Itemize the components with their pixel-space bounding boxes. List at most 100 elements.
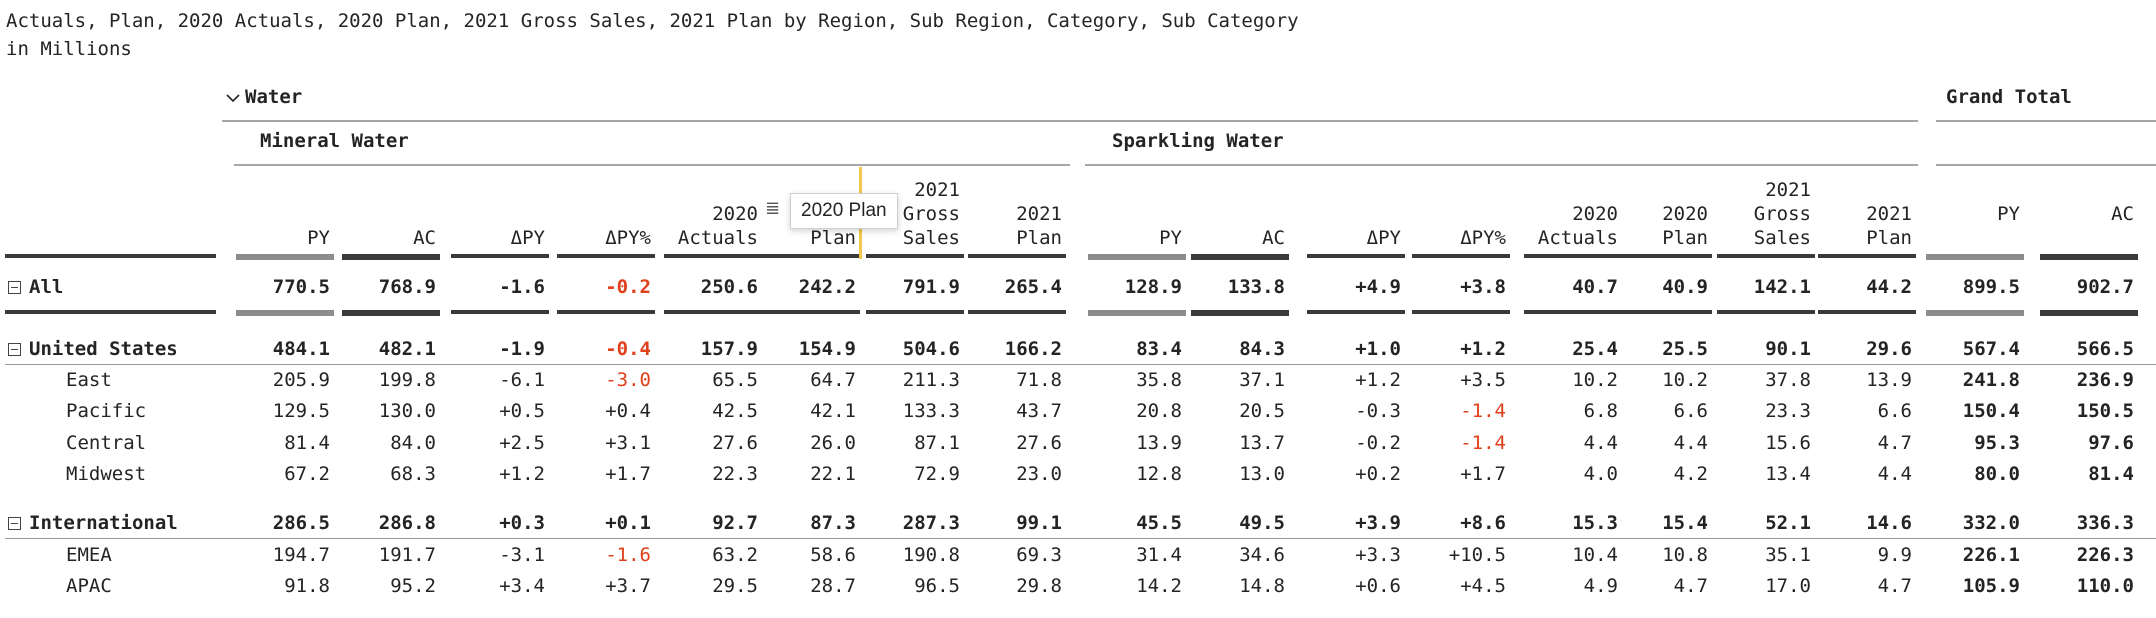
row-label-text: Central: [66, 432, 147, 454]
column-header-sw-2021-plan[interactable]: 2021 Plan: [1866, 203, 1912, 249]
mw-col-1-bar-header: [342, 254, 440, 260]
category-divider: [1085, 164, 1918, 166]
column-header-mw-δpy%[interactable]: ΔPY%: [605, 227, 651, 249]
column-header-sw-2020-plan[interactable]: 2020 Plan: [1662, 203, 1708, 249]
table-cell: 4.7: [1673, 575, 1708, 597]
table-cell: 69.3: [1016, 544, 1062, 566]
table-cell: 150.4: [1962, 400, 2020, 422]
table-cell: 63.2: [712, 544, 758, 566]
table-cell: 12.8: [1136, 463, 1182, 485]
column-header-mw-2021-plan[interactable]: 2021 Plan: [1016, 203, 1062, 249]
table-cell: 87.1: [914, 432, 960, 454]
column-header-mw-δpy[interactable]: ΔPY: [510, 227, 545, 249]
table-cell: 504.6: [902, 338, 960, 360]
column-header-gt-py[interactable]: PY: [1997, 203, 2020, 225]
category-header-mineral-water: Mineral Water: [260, 130, 409, 152]
table-cell: +1.2: [1355, 369, 1401, 391]
mw-col-4-bar-all: [664, 310, 762, 314]
collapse-icon[interactable]: [8, 281, 21, 294]
table-cell: 31.4: [1136, 544, 1182, 566]
row-label: International: [8, 512, 178, 534]
table-cell: 6.8: [1583, 400, 1618, 422]
column-header-gt-ac[interactable]: AC: [2111, 203, 2134, 225]
table-cell: 44.2: [1866, 276, 1912, 298]
table-cell: 84.3: [1239, 338, 1285, 360]
column-header-sw-2020-actuals[interactable]: 2020 Actuals: [1537, 203, 1618, 249]
column-header-mw-py[interactable]: PY: [307, 227, 330, 249]
column-header-sw-py[interactable]: PY: [1159, 227, 1182, 249]
column-header-mw-2020-actuals[interactable]: 2020 Actuals: [677, 203, 758, 249]
column-header-sw-ac[interactable]: AC: [1262, 227, 1285, 249]
table-cell: +8.6: [1460, 512, 1506, 534]
table-cell: 37.1: [1239, 369, 1285, 391]
sw-col-4-bar-all: [1524, 310, 1622, 314]
table-cell: 28.7: [810, 575, 856, 597]
table-cell: 20.5: [1239, 400, 1285, 422]
table-cell: 110.0: [2076, 575, 2134, 597]
table-cell: 129.5: [272, 400, 330, 422]
group-header-water[interactable]: Water: [225, 86, 302, 108]
table-cell: 58.6: [810, 544, 856, 566]
table-cell: 332.0: [1962, 512, 2020, 534]
table-cell: 6.6: [1877, 400, 1912, 422]
sw-col-1-bar-all: [1191, 310, 1289, 316]
chevron-down-icon[interactable]: [225, 90, 241, 106]
row-label-text: East: [66, 369, 112, 391]
table-cell: 287.3: [902, 512, 960, 534]
table-cell: 35.1: [1765, 544, 1811, 566]
table-cell: -1.6: [499, 276, 545, 298]
table-cell: 84.0: [390, 432, 436, 454]
table-cell: 899.5: [1962, 276, 2020, 298]
column-header-mw-ac[interactable]: AC: [413, 227, 436, 249]
collapse-icon[interactable]: [8, 343, 21, 356]
table-cell: 128.9: [1124, 276, 1182, 298]
table-cell: 13.9: [1866, 369, 1912, 391]
gt-col-1-bar-header: [2040, 254, 2138, 260]
table-cell: +3.4: [499, 575, 545, 597]
sw-col-7-bar-all: [1818, 310, 1916, 314]
mw-col-7-bar-header: [968, 254, 1066, 258]
grip-lines-icon[interactable]: ≣: [765, 198, 781, 219]
mw-col-6-bar-all: [866, 310, 964, 314]
sw-col-2-bar-header: [1307, 254, 1405, 258]
grand-total-header: Grand Total: [1946, 86, 2072, 108]
table-cell: +4.5: [1460, 575, 1506, 597]
table-cell: 902.7: [2076, 276, 2134, 298]
table-cell: 20.8: [1136, 400, 1182, 422]
row-label: East: [66, 369, 112, 391]
table-cell: 205.9: [272, 369, 330, 391]
table-cell: -1.6: [605, 544, 651, 566]
table-cell: 40.7: [1572, 276, 1618, 298]
column-header-mw-2021-gross-sales[interactable]: 2021 Gross Sales: [902, 179, 960, 249]
table-cell: +3.9: [1355, 512, 1401, 534]
table-cell: +0.5: [499, 400, 545, 422]
category-header-sparkling-water: Sparkling Water: [1112, 130, 1284, 152]
table-cell: 242.2: [798, 276, 856, 298]
row-label: Pacific: [66, 400, 146, 422]
row-label-text: All: [29, 276, 64, 298]
group-label: Water: [245, 86, 303, 108]
row-label: Central: [66, 432, 146, 454]
table-cell: 42.1: [810, 400, 856, 422]
mw-col-4-bar-header: [664, 254, 762, 258]
table-cell: 4.7: [1877, 575, 1912, 597]
table-cell: 13.0: [1239, 463, 1285, 485]
table-cell: +10.5: [1448, 544, 1506, 566]
table-cell: 29.5: [712, 575, 758, 597]
table-cell: 15.4: [1662, 512, 1708, 534]
column-header-sw-δpy%[interactable]: ΔPY%: [1460, 227, 1506, 249]
row-header-bar-header: [5, 254, 216, 258]
collapse-icon[interactable]: [8, 517, 21, 530]
sw-col-1-bar-header: [1191, 254, 1289, 260]
table-cell: 157.9: [700, 338, 758, 360]
group-row-divider-intl: [5, 538, 2156, 539]
table-cell: 4.2: [1673, 463, 1708, 485]
table-cell: 65.5: [712, 369, 758, 391]
table-cell: 45.5: [1136, 512, 1182, 534]
column-header-sw-δpy[interactable]: ΔPY: [1366, 227, 1401, 249]
table-cell: 17.0: [1765, 575, 1811, 597]
row-label-text: Pacific: [66, 400, 147, 422]
column-header-sw-2021-gross-sales[interactable]: 2021 Gross Sales: [1753, 179, 1811, 249]
table-cell: 482.1: [378, 338, 436, 360]
mw-col-5-bar-header: [762, 254, 860, 258]
